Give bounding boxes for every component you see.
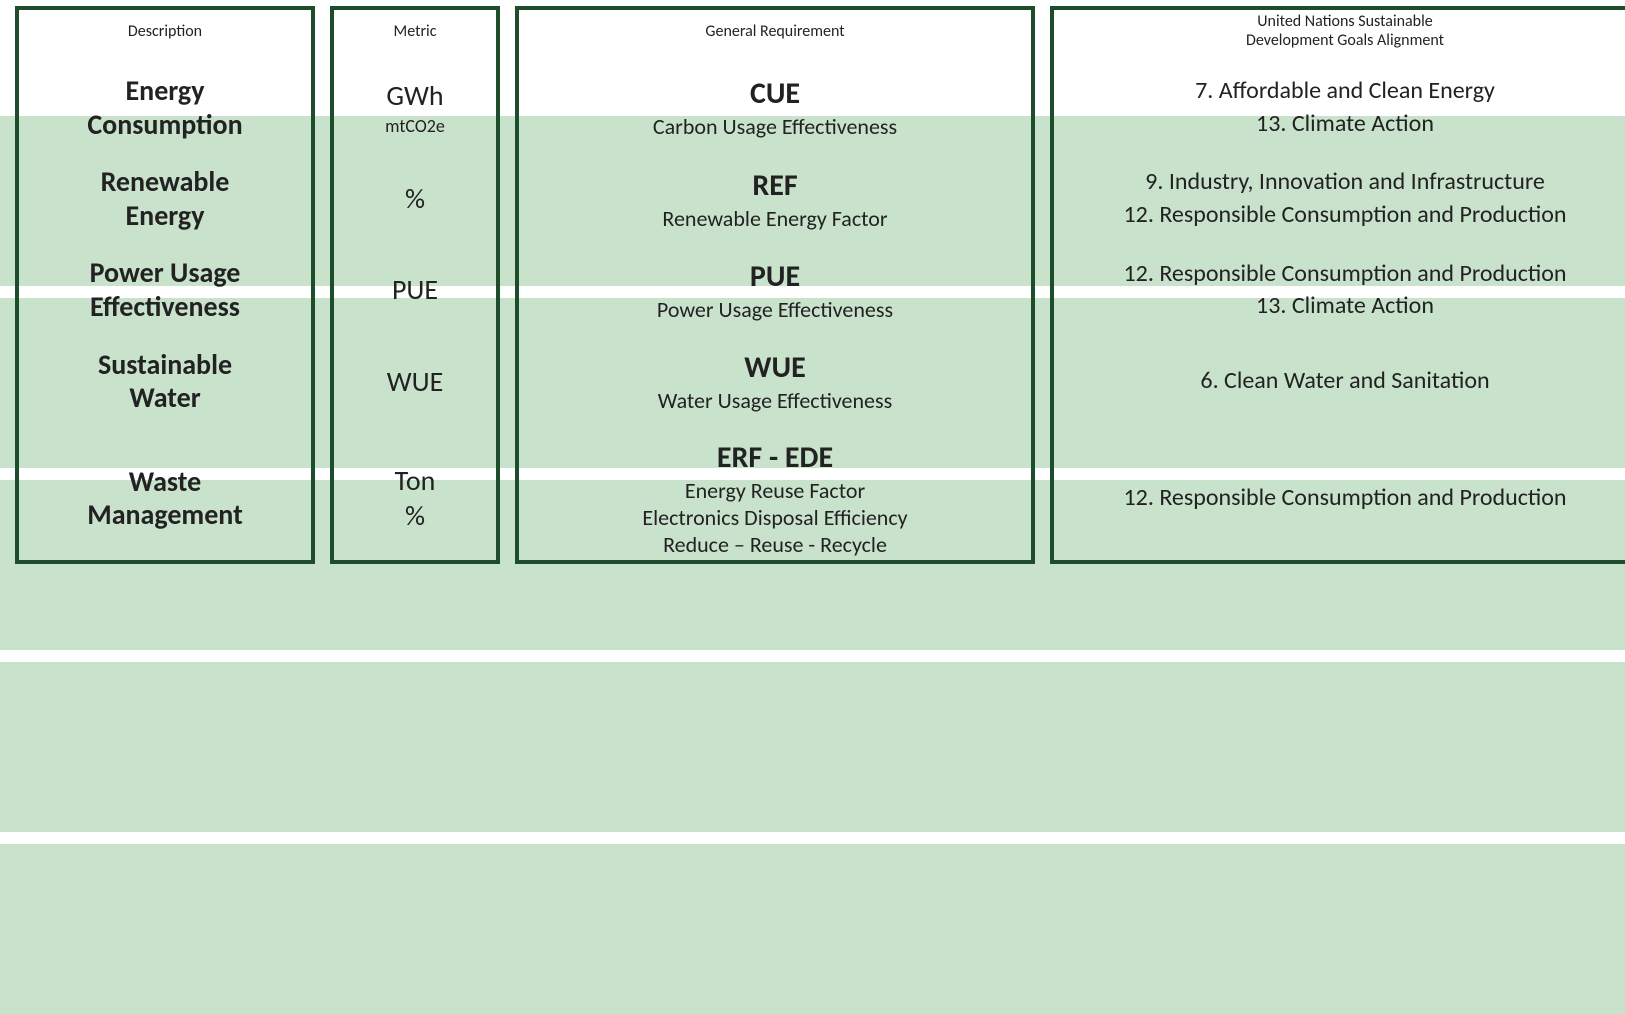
header-text: Description <box>128 22 202 41</box>
row-gap <box>15 238 315 250</box>
sdg-line: 12. Responsible Consumption and Producti… <box>1124 482 1567 514</box>
header-description: Description <box>15 6 315 56</box>
row-gap <box>15 56 315 68</box>
description-cell: SustainableWater <box>15 342 315 421</box>
sdg-cell: 7. Affordable and Clean Energy13. Climat… <box>1050 68 1625 147</box>
row-gap <box>1050 238 1625 250</box>
requirement-abbr: WUE <box>744 349 805 386</box>
requirement-abbr: REF <box>752 167 797 204</box>
requirement-cell: WUEWater Usage Effectiveness <box>515 342 1035 421</box>
row-gap <box>330 330 500 342</box>
requirement-cell: REFRenewable Energy Factor <box>515 159 1035 238</box>
description-line: Energy <box>126 74 205 108</box>
requirement-abbr: ERF - EDE <box>717 439 833 476</box>
header-sdg: United Nations Sustainable Development G… <box>1050 6 1625 56</box>
row-gap <box>330 147 500 159</box>
requirement-full: Renewable Energy Factor <box>662 206 887 231</box>
metric-main: PUE <box>392 272 438 307</box>
sdg-cell: 12. Responsible Consumption and Producti… <box>1050 433 1625 564</box>
row-gap <box>1050 56 1625 68</box>
header-text: United Nations Sustainable <box>1257 12 1432 31</box>
description-cell: RenewableEnergy <box>15 159 315 238</box>
table-grid: Description Metric General Requirement U… <box>0 6 1625 564</box>
row-gap <box>15 421 315 433</box>
requirement-full: Carbon Usage Effectiveness <box>653 114 897 139</box>
description-line: Waste <box>129 465 202 499</box>
sdg-line: 13. Climate Action <box>1256 108 1434 140</box>
metric-cell: GWhmtCO2e <box>330 68 500 147</box>
sdg-cell: 9. Industry, Innovation and Infrastructu… <box>1050 159 1625 238</box>
header-requirement: General Requirement <box>515 6 1035 56</box>
metric-main: Ton <box>395 463 436 498</box>
metric-cell: PUE <box>330 250 500 329</box>
requirement-cell: ERF - EDEEnergy Reuse FactorElectronics … <box>515 433 1035 564</box>
row-gap <box>515 147 1035 159</box>
sdg-line: 12. Responsible Consumption and Producti… <box>1124 199 1567 231</box>
row-band <box>0 662 1625 832</box>
header-text: Development Goals Alignment <box>1246 31 1444 50</box>
metric-cell: WUE <box>330 342 500 421</box>
metric-cell: % <box>330 159 500 238</box>
requirement-cell: PUEPower Usage Effectiveness <box>515 250 1035 329</box>
metric-main: % <box>405 181 425 216</box>
row-gap <box>515 330 1035 342</box>
description-line: Effectiveness <box>90 290 240 324</box>
header-metric: Metric <box>330 6 500 56</box>
description-line: Energy <box>126 199 205 233</box>
sdg-line: 9. Industry, Innovation and Infrastructu… <box>1145 166 1545 198</box>
metric-sub: % <box>405 498 425 533</box>
metric-cell: Ton% <box>330 433 500 564</box>
row-gap <box>1050 330 1625 342</box>
row-gap <box>15 147 315 159</box>
row-gap <box>1050 421 1625 433</box>
row-gap <box>330 421 500 433</box>
description-cell: Power UsageEffectiveness <box>15 250 315 329</box>
row-band <box>0 844 1625 1014</box>
requirement-full: Electronics Disposal Efficiency <box>642 505 907 530</box>
sdg-line: 12. Responsible Consumption and Producti… <box>1124 258 1567 290</box>
description-line: Sustainable <box>98 348 232 382</box>
description-line: Management <box>87 498 243 532</box>
row-gap <box>515 421 1035 433</box>
requirement-full: Water Usage Effectiveness <box>658 388 892 413</box>
sustainability-metrics-table: Description Metric General Requirement U… <box>0 0 1625 570</box>
requirement-abbr: PUE <box>750 258 800 295</box>
sdg-line: 13. Climate Action <box>1256 290 1434 322</box>
description-cell: EnergyConsumption <box>15 68 315 147</box>
requirement-full: Reduce – Reuse - Recycle <box>663 532 887 557</box>
row-gap <box>1050 147 1625 159</box>
description-line: Power Usage <box>90 256 241 290</box>
row-gap <box>330 56 500 68</box>
sdg-line: 6. Clean Water and Sanitation <box>1200 365 1489 397</box>
row-gap <box>330 238 500 250</box>
requirement-cell: CUECarbon Usage Effectiveness <box>515 68 1035 147</box>
requirement-full: Energy Reuse Factor <box>685 478 865 503</box>
metric-main: GWh <box>386 78 443 113</box>
metric-sub: mtCO2e <box>385 115 445 137</box>
sdg-line: 7. Affordable and Clean Energy <box>1195 75 1495 107</box>
description-line: Renewable <box>101 165 230 199</box>
description-cell: WasteManagement <box>15 433 315 564</box>
sdg-cell: 6. Clean Water and Sanitation <box>1050 342 1625 421</box>
sdg-cell: 12. Responsible Consumption and Producti… <box>1050 250 1625 329</box>
header-text: General Requirement <box>705 22 844 41</box>
description-line: Consumption <box>87 108 242 142</box>
description-line: Water <box>129 381 200 415</box>
requirement-full: Power Usage Effectiveness <box>657 297 893 322</box>
header-text: Metric <box>394 22 437 41</box>
requirement-abbr: CUE <box>750 75 800 112</box>
row-gap <box>15 330 315 342</box>
metric-main: WUE <box>387 364 444 399</box>
row-gap <box>515 238 1035 250</box>
row-gap <box>515 56 1035 68</box>
